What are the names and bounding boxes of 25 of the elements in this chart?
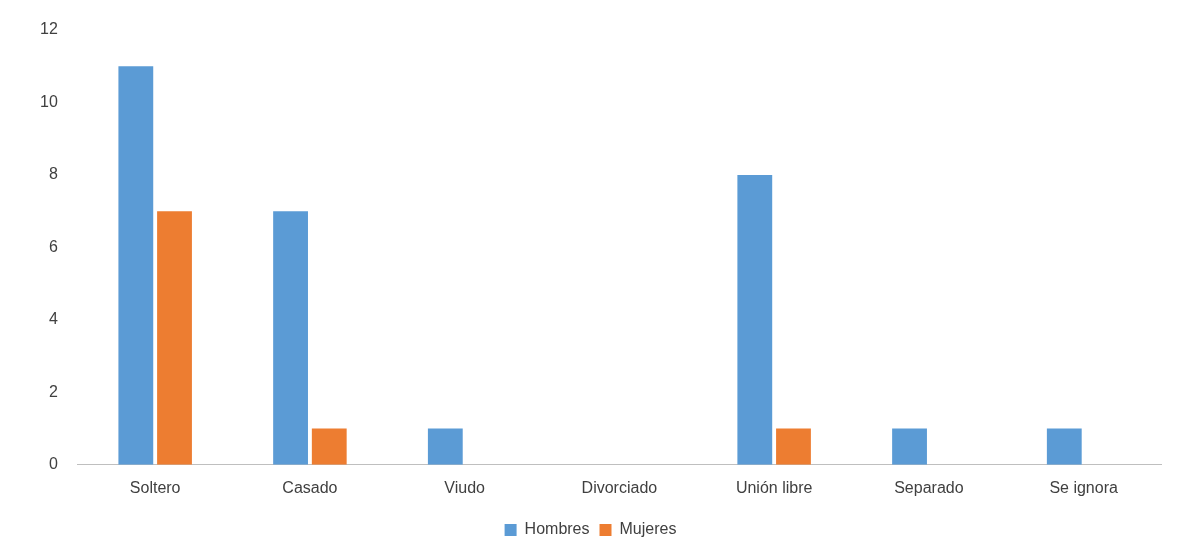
legend-label: Hombres	[524, 520, 590, 538]
bar	[157, 211, 192, 465]
y-tick-label: 8	[48, 165, 58, 183]
y-tick-label: 0	[48, 455, 58, 473]
bar	[273, 211, 308, 465]
bar	[776, 428, 811, 465]
x-tick-label: Unión libre	[735, 478, 813, 496]
x-tick-label: Casado	[282, 478, 338, 496]
x-tick-label: Soltero	[129, 478, 181, 496]
bar	[1046, 428, 1082, 465]
y-tick-label: 2	[48, 382, 58, 400]
bar	[737, 174, 773, 465]
y-tick-label: 6	[48, 237, 58, 255]
y-tick-label: 4	[48, 310, 58, 328]
bar	[118, 66, 154, 465]
y-tick-label: 12	[40, 20, 58, 38]
x-tick-label: Separado	[894, 478, 964, 496]
x-tick-label: Divorciado	[581, 478, 658, 496]
x-tick-label: Se ignora	[1049, 478, 1118, 496]
x-tick-label: Viudo	[444, 478, 486, 496]
legend-label: Mujeres	[619, 520, 677, 538]
bar	[427, 428, 463, 465]
bar	[892, 428, 927, 465]
y-tick-label: 10	[40, 92, 58, 110]
bar	[311, 428, 347, 465]
